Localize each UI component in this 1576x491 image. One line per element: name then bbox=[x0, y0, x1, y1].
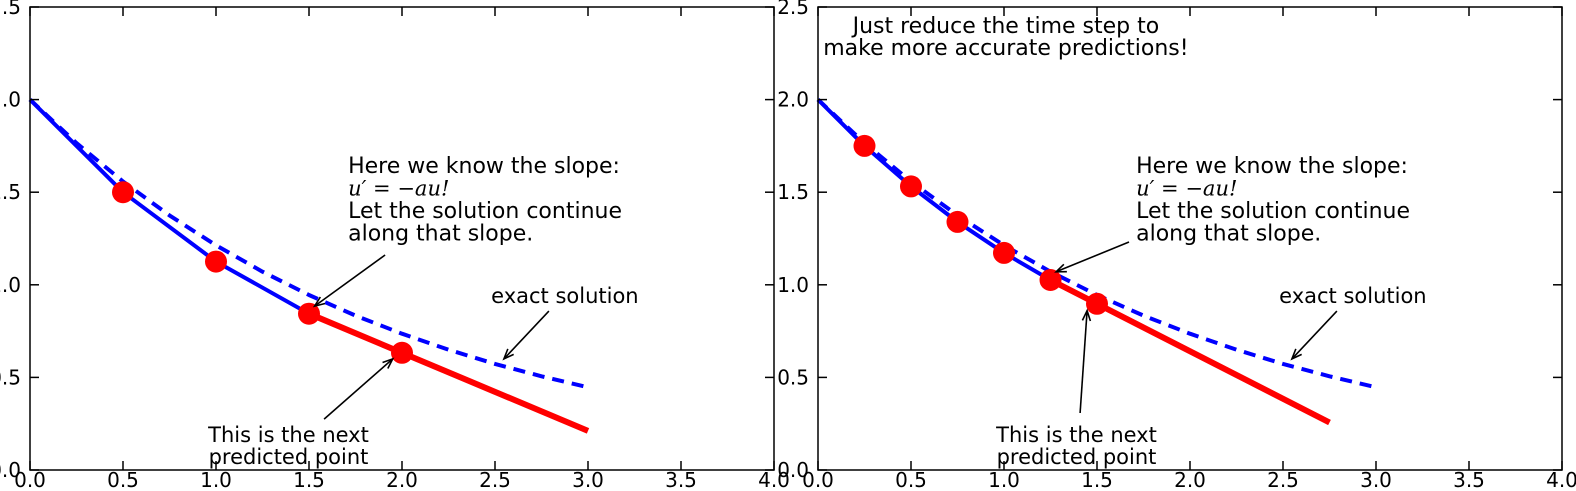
data-point-marker bbox=[946, 210, 969, 233]
annotation-predicted-point-label-text: This is the next bbox=[207, 423, 369, 447]
annotation-exact-solution-label-text: exact solution bbox=[1279, 284, 1426, 308]
euler-numerical-solution-line bbox=[28, 98, 310, 316]
x-tick-label: 3.5 bbox=[1453, 468, 1485, 491]
annotation-slope-note: Here we know the slope:u′ = −au!Let the … bbox=[1054, 154, 1410, 273]
annotation-slope-note-text: Here we know the slope: bbox=[1136, 154, 1408, 179]
data-point-marker bbox=[112, 181, 134, 204]
y-tick-label: 2.0 bbox=[777, 88, 809, 112]
y-tick-label: 1.0 bbox=[777, 273, 809, 297]
data-point-marker bbox=[993, 241, 1015, 264]
annotation-slope-note-text: Here we know the slope: bbox=[348, 154, 620, 179]
y-tick-label: 1.5 bbox=[0, 180, 21, 204]
data-point-marker bbox=[391, 341, 413, 364]
x-tick-label: 2.0 bbox=[1174, 468, 1206, 491]
data-point-marker bbox=[853, 134, 876, 157]
x-tick-label: 4.0 bbox=[758, 468, 790, 491]
data-point-marker bbox=[900, 175, 922, 198]
annotation-slope-note-text: along that slope. bbox=[1136, 221, 1321, 246]
data-point-marker bbox=[205, 250, 227, 273]
y-tick-label: 0.5 bbox=[777, 365, 809, 389]
x-tick-label: 2.0 bbox=[386, 468, 418, 491]
annotation-exact-solution-label: exact solution bbox=[1279, 284, 1427, 361]
y-tick-label: 0.0 bbox=[0, 458, 21, 482]
y-tick-label: 2.5 bbox=[777, 0, 809, 19]
annotation-slope-note-text: Let the solution continue bbox=[1136, 199, 1410, 224]
y-tick-label: 1.5 bbox=[777, 180, 809, 204]
x-tick-label: 0.5 bbox=[107, 468, 139, 491]
panel-right: 0.0 0.5 1.0 1.5 2.0 2.5 3.0 3.5 4.0 0.0 0.5 1.0 1.5 2… bbox=[777, 0, 1576, 491]
x-tick-label: 3.5 bbox=[665, 468, 697, 491]
y-tick-label: 0.0 bbox=[777, 458, 809, 482]
annotation-exact-solution-label-text: exact solution bbox=[491, 284, 638, 308]
annotation-panel-title-text: Just reduce the time step to bbox=[851, 14, 1160, 39]
y-tick-label: 2.0 bbox=[0, 88, 21, 112]
panel-left: 0.0 0.5 1.0 1.5 2.0 2.5 3.0 3.5 4.0 0.0 0.5 1.0 1.5 2… bbox=[0, 0, 790, 491]
annotation-predicted-point-label-text: predicted point bbox=[997, 445, 1157, 469]
y-tick-label: 2.5 bbox=[0, 0, 21, 19]
x-tick-label: 1.0 bbox=[988, 468, 1020, 491]
x-tick-label: 2.5 bbox=[1267, 468, 1299, 491]
annotation-arrow bbox=[312, 254, 386, 308]
annotation-slope-note: Here we know the slope:u′ = −au!Let the … bbox=[312, 154, 622, 308]
annotation-arrow bbox=[1290, 310, 1338, 361]
annotation-arrow bbox=[323, 357, 395, 420]
x-tick-label: 3.0 bbox=[572, 468, 604, 491]
annotation-slope-note-text: along that slope. bbox=[348, 221, 533, 246]
annotation-slope-note-text: Let the solution continue bbox=[348, 199, 622, 224]
predicted-continuation-line bbox=[307, 310, 590, 434]
data-point-marker bbox=[298, 302, 320, 325]
data-point-marker bbox=[1039, 269, 1062, 291]
x-tick-label: 2.5 bbox=[479, 468, 511, 491]
x-tick-label: 1.5 bbox=[1081, 468, 1113, 491]
annotation-exact-solution-label: exact solution bbox=[491, 284, 639, 361]
annotation-predicted-point-label-text: This is the next bbox=[995, 423, 1157, 447]
x-tick-label: 0.5 bbox=[895, 468, 927, 491]
x-tick-label: 3.0 bbox=[1360, 468, 1392, 491]
annotation-slope-note-text: u′ = −au! bbox=[1136, 176, 1237, 200]
data-point-marker bbox=[1086, 292, 1108, 315]
annotation-predicted-point-label-text: predicted point bbox=[209, 445, 369, 469]
annotation-arrow bbox=[502, 310, 550, 361]
annotation-panel-title-text: make more accurate predictions! bbox=[823, 36, 1188, 61]
annotation-arrow bbox=[1054, 241, 1130, 273]
y-tick-label: 0.5 bbox=[0, 365, 21, 389]
y-tick-label: 1.0 bbox=[0, 273, 21, 297]
x-tick-label: 0.0 bbox=[802, 468, 834, 491]
x-tick-label: 0.0 bbox=[14, 468, 46, 491]
x-tick-label: 1.0 bbox=[200, 468, 232, 491]
x-tick-label: 1.5 bbox=[293, 468, 325, 491]
annotation-slope-note-text: u′ = −au! bbox=[348, 176, 449, 200]
annotation-arrow bbox=[1079, 308, 1092, 414]
x-tick-label: 4.0 bbox=[1546, 468, 1576, 491]
